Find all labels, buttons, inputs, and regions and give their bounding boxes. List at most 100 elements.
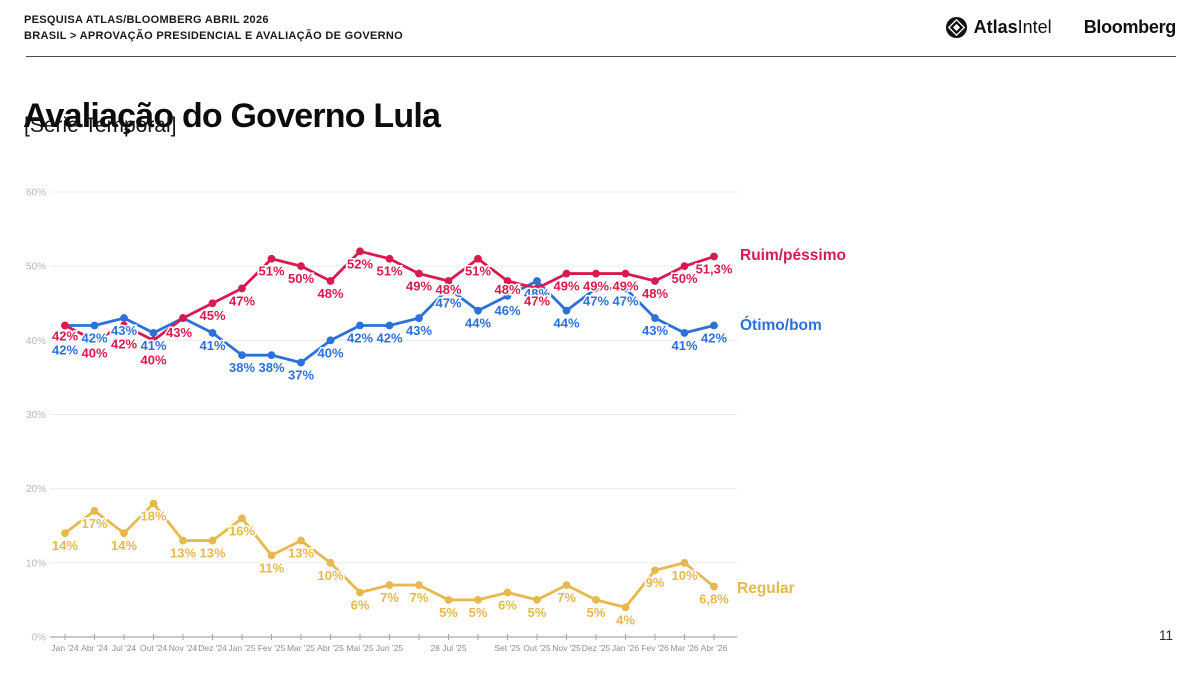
data-point-label: 13%	[170, 546, 196, 561]
header-kicker: PESQUISA ATLAS/BLOOMBERG ABRIL 2026	[24, 14, 269, 26]
data-point-label: 16%	[229, 523, 255, 538]
data-point	[474, 596, 482, 604]
atlasintel-logo-bold: Atlas	[973, 17, 1018, 37]
time-series-chart: 0% 10% 20% 30% 40% 50% 60% Jan '24 Abr '24 Jul '2…	[26, 187, 737, 653]
data-point-label: 40%	[140, 352, 166, 367]
x-axis-label: Mai '25	[346, 643, 373, 653]
data-point-label: 38%	[258, 360, 284, 375]
data-point	[149, 329, 158, 337]
data-point	[415, 581, 423, 589]
data-point	[651, 314, 659, 322]
data-point-label: 43%	[111, 323, 137, 338]
data-point	[503, 277, 512, 285]
data-point-label: 42%	[376, 330, 402, 345]
data-point-label: 5%	[469, 605, 488, 620]
data-point-label: 47%	[583, 293, 609, 308]
data-point	[267, 551, 276, 560]
atlasintel-icon	[945, 16, 967, 39]
data-point-label: 7%	[380, 590, 399, 605]
data-point-label: 5%	[528, 605, 547, 620]
data-point	[444, 596, 453, 604]
x-axis-label: Out '25	[523, 643, 550, 653]
data-point-label: 47%	[229, 293, 255, 308]
data-point	[621, 603, 630, 612]
data-point	[149, 336, 158, 345]
data-point	[651, 277, 659, 285]
data-point-label: 42%	[52, 328, 78, 343]
y-axis-label: 30%	[26, 410, 46, 421]
data-point	[562, 581, 571, 589]
data-point-label: 51%	[465, 264, 491, 279]
data-point-label: 37%	[288, 368, 314, 383]
data-point	[710, 582, 718, 591]
data-point-label: 51,3%	[696, 262, 733, 277]
data-point	[621, 284, 630, 293]
data-point	[297, 262, 305, 271]
data-point-label: 7%	[410, 590, 429, 605]
x-axis-label: 28 Jul '25	[430, 643, 466, 653]
data-point-label: 14%	[111, 538, 137, 553]
header-breadcrumb: BRASIL > APROVAÇÃO PRESIDENCIAL E AVALIA…	[24, 30, 403, 42]
data-point	[90, 336, 99, 345]
x-axis-label: Set '25	[494, 643, 520, 653]
data-point-label: 40%	[81, 345, 107, 360]
y-axis-label: 40%	[26, 336, 46, 347]
page-number: 11	[1158, 628, 1173, 643]
data-point	[326, 558, 335, 567]
data-point-label: 42%	[52, 342, 78, 357]
x-axis-label: Dez '24	[198, 643, 227, 653]
data-point	[238, 284, 246, 293]
data-point-label: 45%	[199, 308, 225, 323]
data-point	[120, 314, 128, 322]
data-point-label: 42%	[701, 330, 727, 345]
atlasintel-logo: AtlasIntel	[945, 16, 1052, 39]
data-point	[533, 277, 541, 285]
data-point	[179, 536, 187, 545]
data-point-label: 41%	[671, 338, 697, 353]
page-title: Avaliação do Governo Lula	[23, 96, 441, 135]
data-point-label: 43%	[642, 323, 668, 338]
x-axis-label: Jun '25	[376, 643, 403, 653]
bloomberg-logo: Bloomberg	[1083, 17, 1177, 37]
data-point-label: 42%	[111, 336, 137, 351]
data-point-label: 14%	[52, 538, 78, 553]
data-point-label: 38%	[229, 360, 255, 375]
data-point	[592, 284, 600, 293]
data-point	[297, 536, 305, 545]
x-axis-label: Fev '25	[258, 643, 286, 653]
data-point	[444, 277, 453, 285]
data-point-label: 47%	[612, 293, 638, 308]
data-point	[680, 558, 689, 567]
data-point-label: 6%	[498, 598, 517, 613]
x-axis-label: Abr '24	[81, 643, 108, 653]
y-axis-label: 20%	[26, 484, 46, 495]
data-point	[533, 596, 541, 604]
x-axis-label: Jul '24	[112, 643, 137, 653]
data-point	[356, 247, 364, 256]
data-point	[356, 321, 364, 330]
data-point	[592, 596, 600, 604]
data-point	[208, 536, 217, 545]
data-point-label: 48%	[642, 286, 668, 301]
data-point	[415, 269, 423, 278]
data-point-label: 10%	[671, 568, 697, 583]
data-point	[621, 269, 630, 278]
header: PESQUISA ATLAS/BLOOMBERG ABRIL 2026 BRAS…	[24, 12, 1176, 44]
data-point-label: 42%	[347, 330, 373, 345]
data-point-label: 4%	[616, 612, 635, 627]
data-point	[120, 321, 128, 330]
data-point	[120, 529, 128, 538]
data-point	[710, 252, 718, 261]
data-point-label: 5%	[439, 605, 458, 620]
data-point-label: 49%	[612, 279, 638, 294]
data-point	[61, 321, 69, 330]
data-point	[710, 321, 718, 330]
data-point	[680, 262, 689, 271]
data-point	[474, 254, 482, 263]
data-point	[208, 299, 217, 308]
x-axis-label: Out '24	[140, 643, 167, 653]
x-axis-label: Nov '25	[552, 643, 581, 653]
data-point-label: 13%	[288, 546, 314, 561]
data-point	[267, 254, 276, 263]
